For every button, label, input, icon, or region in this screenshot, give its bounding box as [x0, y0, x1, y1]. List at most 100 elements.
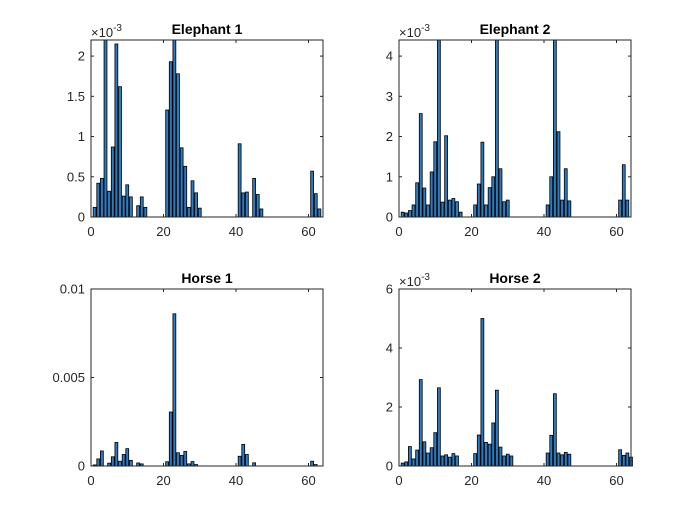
histogram-bar	[621, 454, 626, 467]
histogram-bar	[455, 455, 459, 467]
histogram-bar	[556, 131, 561, 218]
y-tick-label: 4	[386, 49, 393, 64]
y-tick-label: 2	[78, 49, 85, 64]
histogram-bar	[458, 211, 463, 218]
y-tick-label: 1	[78, 129, 85, 144]
axes-frame	[398, 39, 632, 218]
histogram-bar	[143, 206, 148, 218]
subplot-title: Horse 2	[489, 270, 541, 286]
histogram-bar	[560, 199, 564, 218]
histogram-bar	[625, 452, 630, 467]
y-tick-label: 0	[78, 210, 85, 225]
histogram-bar	[92, 206, 97, 218]
histogram-bar	[310, 170, 314, 218]
histogram-bar	[563, 452, 568, 467]
histogram-bar	[313, 193, 318, 218]
histogram-bar	[418, 113, 423, 218]
histogram-bar	[498, 168, 503, 218]
histogram-bar	[473, 204, 477, 218]
histogram-bar	[404, 212, 409, 218]
histogram-bar	[502, 455, 506, 467]
histogram-bar	[451, 453, 456, 467]
histogram-bar	[110, 146, 115, 218]
y-tick-label: 2	[386, 129, 393, 144]
histogram-bar	[237, 143, 242, 218]
histogram-bar	[194, 192, 198, 218]
histogram-bar	[545, 204, 550, 218]
histogram-bar	[433, 432, 438, 467]
histogram-bar	[411, 458, 416, 467]
histogram-bar	[125, 184, 130, 218]
histogram-bar	[168, 61, 173, 218]
histogram-bar	[310, 460, 314, 467]
histogram-bar	[567, 200, 572, 218]
histogram-bar	[549, 176, 554, 218]
histogram-bar	[197, 207, 202, 218]
subplot-elephant-1: 0 20 40 60 0 0.5 1 1.5 2 Elephant 1 ×10-3	[67, 21, 324, 239]
axes-frame	[90, 39, 324, 218]
histogram-bar	[444, 454, 448, 467]
subplot-horse-1: 0 20 40 60 0 0.005 0.01 Horse 1	[52, 270, 324, 488]
histogram-bar	[107, 190, 111, 218]
histogram-bar	[176, 452, 180, 467]
y-tick-label: 3	[386, 89, 393, 104]
histogram-bar	[411, 204, 416, 218]
histogram-bar	[498, 446, 503, 467]
histogram-bar	[404, 461, 409, 467]
axes-frame	[398, 288, 632, 467]
subplot-elephant-2: 0 20 40 60 0 1 2 3 4 Elephant 2 ×10-3	[386, 21, 632, 239]
histogram-bar	[484, 204, 488, 218]
histogram-bar	[429, 447, 434, 467]
bars-group	[400, 39, 630, 218]
y-tick-label: 1.5	[67, 89, 85, 104]
y-tick-label: 4	[386, 341, 393, 356]
histogram-bar	[451, 198, 456, 218]
histogram-bar	[100, 177, 104, 218]
histogram-bar	[426, 204, 430, 218]
plot-area	[91, 289, 323, 466]
x-tick-label: 40	[537, 473, 551, 488]
histogram-bar	[549, 434, 554, 467]
histogram-bar	[118, 86, 122, 218]
histogram-bar	[183, 165, 188, 218]
y-tick-label: 1	[386, 169, 393, 184]
histogram-bar	[473, 453, 477, 467]
subplot-horse-2: 0 20 40 60 0 2 4 6 Horse 2 ×10-3	[386, 270, 633, 488]
x-tick-label: 40	[537, 224, 551, 239]
histogram-bar	[408, 210, 412, 218]
histogram-bar	[179, 147, 184, 218]
histogram-bar	[165, 109, 169, 218]
subplot-title: Horse 1	[181, 270, 233, 286]
histogram-bar	[100, 450, 104, 467]
histogram-bar	[121, 454, 126, 467]
histogram-bar	[509, 455, 514, 467]
subplot-title: Elephant 1	[172, 21, 243, 37]
histogram-bar	[190, 461, 195, 467]
histogram-bar	[437, 39, 441, 218]
x-tick-label: 60	[609, 473, 623, 488]
histogram-bar	[114, 442, 119, 467]
histogram-bar	[433, 141, 438, 218]
histogram-bar	[183, 451, 188, 467]
x-tick-label: 60	[301, 224, 315, 239]
histogram-bar	[252, 177, 256, 218]
histogram-bar	[563, 168, 568, 218]
histogram-bar	[476, 434, 481, 467]
histogram-bar	[437, 387, 441, 467]
ticks-group: 0 20 40 60 0 1 2 3 4	[386, 40, 631, 239]
histogram-bar	[400, 211, 405, 218]
histogram-bar	[125, 448, 130, 467]
histogram-bar	[136, 205, 140, 218]
histogram-bar	[245, 454, 249, 467]
histogram-bar	[440, 201, 445, 218]
y-tick-label: 2	[386, 400, 393, 415]
y-tick-label: 0	[78, 459, 85, 474]
ticks-group: 0 20 40 60 0 2 4 6	[386, 282, 631, 488]
x-tick-label: 0	[395, 473, 402, 488]
histogram-bar	[190, 180, 195, 218]
y-exponent-label: ×10-3	[91, 23, 122, 40]
histogram-bar	[447, 456, 452, 467]
y-tick-label: 0	[386, 459, 393, 474]
x-tick-label: 20	[156, 224, 170, 239]
